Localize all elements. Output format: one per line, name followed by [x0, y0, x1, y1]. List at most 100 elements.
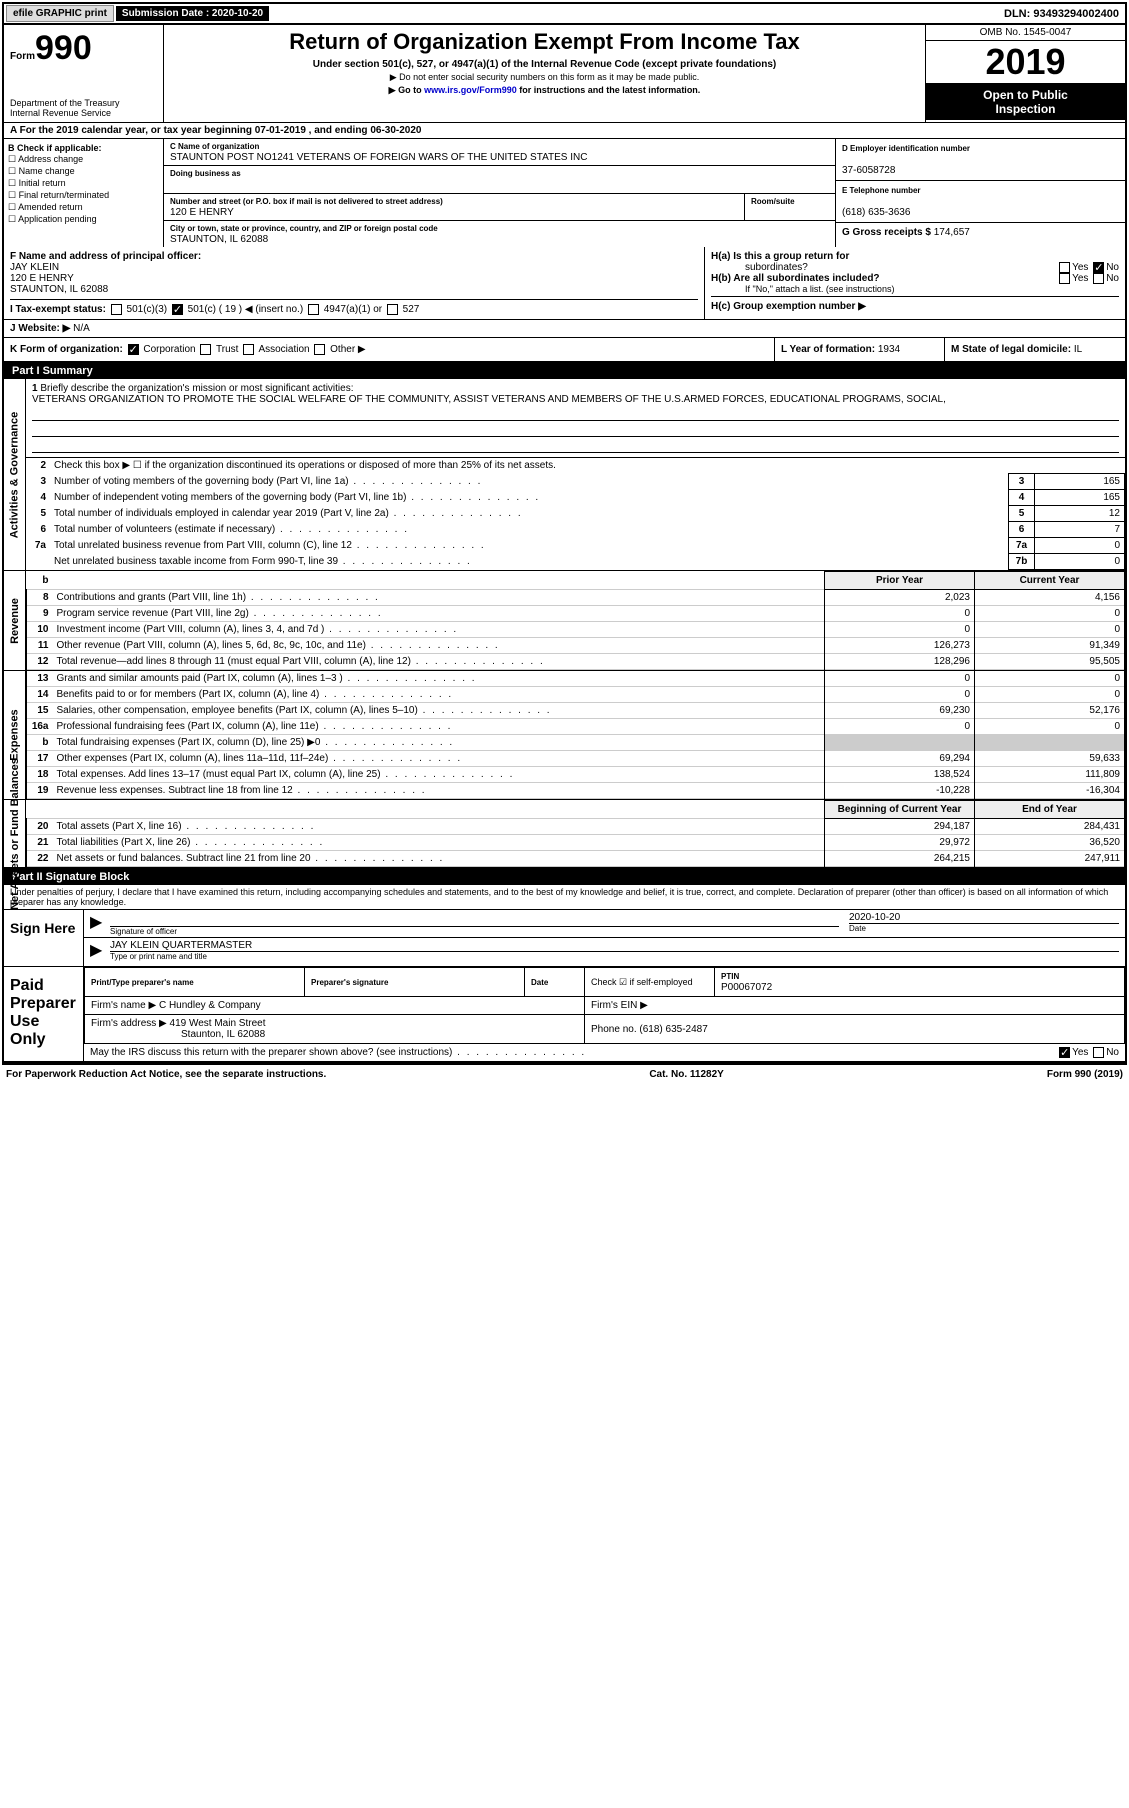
netassets-table: Beginning of Current Year End of Year 20… — [26, 800, 1125, 867]
city-state-zip: STAUNTON, IL 62088 — [170, 234, 829, 245]
open-public-label: Open to PublicInspection — [926, 84, 1125, 120]
col-b-header: B Check if applicable: — [8, 143, 102, 153]
part2-header: Part II Signature Block — [4, 869, 1125, 885]
chk-527[interactable] — [387, 304, 398, 315]
gross-receipts-value: 174,657 — [934, 227, 970, 238]
instructions-link[interactable]: www.irs.gov/Form990 — [424, 85, 517, 95]
part1-governance: Activities & Governance 1 Briefly descri… — [4, 379, 1125, 571]
dept-label: Department of the Treasury — [10, 98, 157, 108]
form-meta-block: OMB No. 1545-0047 2019 Open to PublicIns… — [925, 25, 1125, 122]
section-f-h: F Name and address of principal officer:… — [4, 247, 1125, 320]
col-prior-year: Prior Year — [825, 572, 975, 590]
telephone-value: (618) 635-3636 — [842, 207, 910, 218]
vtab-governance: Activities & Governance — [4, 379, 26, 570]
ein-box: D Employer identification number 37-6058… — [836, 139, 1125, 181]
tax-year: 2019 — [926, 41, 1125, 84]
part1-revenue: Revenue b Prior Year Current Year 8Contr… — [4, 571, 1125, 671]
firm-name: C Hundley & Company — [159, 1000, 261, 1011]
year-formation: 1934 — [878, 344, 900, 355]
table-row: 18Total expenses. Add lines 13–17 (must … — [27, 767, 1125, 783]
table-row: 3Number of voting members of the governi… — [26, 474, 1125, 490]
table-row: 4Number of independent voting members of… — [26, 490, 1125, 506]
chk-501c[interactable] — [172, 304, 183, 315]
table-row: 9Program service revenue (Part VIII, lin… — [27, 606, 1125, 622]
col-d-e-g: D Employer identification number 37-6058… — [835, 139, 1125, 247]
chk-initial-return[interactable]: ☐ Initial return — [8, 178, 159, 189]
discuss-preparer-question: May the IRS discuss this return with the… — [90, 1047, 586, 1058]
table-row: Net unrelated business taxable income fr… — [26, 554, 1125, 570]
firm-address-2: Staunton, IL 62088 — [91, 1029, 265, 1040]
vtab-revenue: Revenue — [4, 571, 26, 670]
state-domicile: IL — [1074, 344, 1082, 355]
form-subtitle-1: Under section 501(c), 527, or 4947(a)(1)… — [174, 59, 915, 70]
sign-here-label: Sign Here — [4, 910, 84, 966]
submission-date-label: Submission Date : 2020-10-20 — [116, 6, 269, 21]
form-header: Form990 Department of the Treasury Inter… — [4, 25, 1125, 123]
part1-header: Part I Summary — [4, 363, 1125, 379]
klm-row: K Form of organization: Corporation Trus… — [4, 338, 1125, 363]
gross-receipts-box: G Gross receipts $ 174,657 — [836, 223, 1125, 242]
table-row: 14Benefits paid to or for members (Part … — [27, 687, 1125, 703]
paid-preparer-block: Paid Preparer Use Only Print/Type prepar… — [4, 967, 1125, 1063]
form-number: Form990 — [10, 29, 157, 68]
col-current-year: Current Year — [975, 572, 1125, 590]
chk-discuss-no[interactable] — [1093, 1047, 1104, 1058]
chk-4947[interactable] — [308, 304, 319, 315]
paperwork-notice: For Paperwork Reduction Act Notice, see … — [6, 1069, 326, 1080]
officer-signed-name: JAY KLEIN QUARTERMASTER — [110, 940, 252, 951]
principal-officer-box: F Name and address of principal officer:… — [4, 247, 705, 319]
col-end-year: End of Year — [975, 801, 1125, 819]
street-address: 120 E HENRY — [170, 207, 738, 218]
omb-number: OMB No. 1545-0047 — [926, 25, 1125, 41]
col-beginning-year: Beginning of Current Year — [825, 801, 975, 819]
chk-address-change[interactable]: ☐ Address change — [8, 154, 159, 165]
chk-other[interactable] — [314, 344, 325, 355]
section-b-to-g: B Check if applicable: ☐ Address change … — [4, 139, 1125, 247]
form-title: Return of Organization Exempt From Incom… — [174, 29, 915, 55]
sign-here-block: Sign Here ▶ Signature of officer 2020-10… — [4, 910, 1125, 967]
table-row: 16aProfessional fundraising fees (Part I… — [27, 719, 1125, 735]
dln-label: DLN: 93493294002400 — [998, 6, 1125, 22]
mission-text: VETERANS ORGANIZATION TO PROMOTE THE SOC… — [32, 394, 946, 405]
table-row: 12Total revenue—add lines 8 through 11 (… — [27, 654, 1125, 670]
part1-expenses: Expenses 13Grants and similar amounts pa… — [4, 671, 1125, 800]
chk-ha-no[interactable] — [1093, 262, 1104, 273]
chk-hb-yes[interactable] — [1059, 273, 1070, 284]
page-footer: For Paperwork Reduction Act Notice, see … — [0, 1067, 1129, 1082]
self-employed-check[interactable]: Check ☑ if self-employed — [585, 968, 715, 997]
vtab-netassets: Net Assets or Fund Balances — [4, 800, 26, 867]
expenses-table: 13Grants and similar amounts paid (Part … — [26, 671, 1125, 799]
chk-corp[interactable] — [128, 344, 139, 355]
ein-value: 37-6058728 — [842, 165, 895, 176]
chk-final-return[interactable]: ☐ Final return/terminated — [8, 190, 159, 201]
top-toolbar: efile GRAPHIC print Submission Date : 20… — [4, 4, 1125, 25]
perjury-declaration: Under penalties of perjury, I declare th… — [4, 885, 1125, 910]
dba-box: Doing business as — [164, 166, 835, 194]
chk-assoc[interactable] — [243, 344, 254, 355]
firm-phone: (618) 635-2487 — [639, 1024, 707, 1035]
efile-print-button[interactable]: efile GRAPHIC print — [6, 5, 114, 22]
table-row: 17Other expenses (Part IX, column (A), l… — [27, 751, 1125, 767]
governance-table: 2Check this box ▶ ☐ if the organization … — [26, 458, 1125, 570]
table-row: 22Net assets or fund balances. Subtract … — [27, 851, 1125, 867]
table-row: 21Total liabilities (Part X, line 26)29,… — [27, 835, 1125, 851]
chk-app-pending[interactable]: ☐ Application pending — [8, 214, 159, 225]
chk-hb-no[interactable] — [1093, 273, 1104, 284]
chk-501c3[interactable] — [111, 304, 122, 315]
form-subtitle-3: ▶ Go to www.irs.gov/Form990 for instruct… — [174, 85, 915, 96]
chk-name-change[interactable]: ☐ Name change — [8, 166, 159, 177]
preparer-table: Print/Type preparer's name Preparer's si… — [84, 967, 1125, 1044]
chk-ha-yes[interactable] — [1059, 262, 1070, 273]
table-row: 20Total assets (Part X, line 16)294,1872… — [27, 819, 1125, 835]
table-row: 13Grants and similar amounts paid (Part … — [27, 671, 1125, 687]
form-title-block: Return of Organization Exempt From Incom… — [164, 25, 925, 122]
table-row: 15Salaries, other compensation, employee… — [27, 703, 1125, 719]
table-row: 10Investment income (Part VIII, column (… — [27, 622, 1125, 638]
table-row: 19Revenue less expenses. Subtract line 1… — [27, 783, 1125, 799]
mission-block: 1 Briefly describe the organization's mi… — [26, 379, 1125, 458]
chk-discuss-yes[interactable] — [1059, 1047, 1070, 1058]
table-row: 8Contributions and grants (Part VIII, li… — [27, 590, 1125, 606]
chk-amended-return[interactable]: ☐ Amended return — [8, 202, 159, 213]
table-row: 7aTotal unrelated business revenue from … — [26, 538, 1125, 554]
chk-trust[interactable] — [200, 344, 211, 355]
